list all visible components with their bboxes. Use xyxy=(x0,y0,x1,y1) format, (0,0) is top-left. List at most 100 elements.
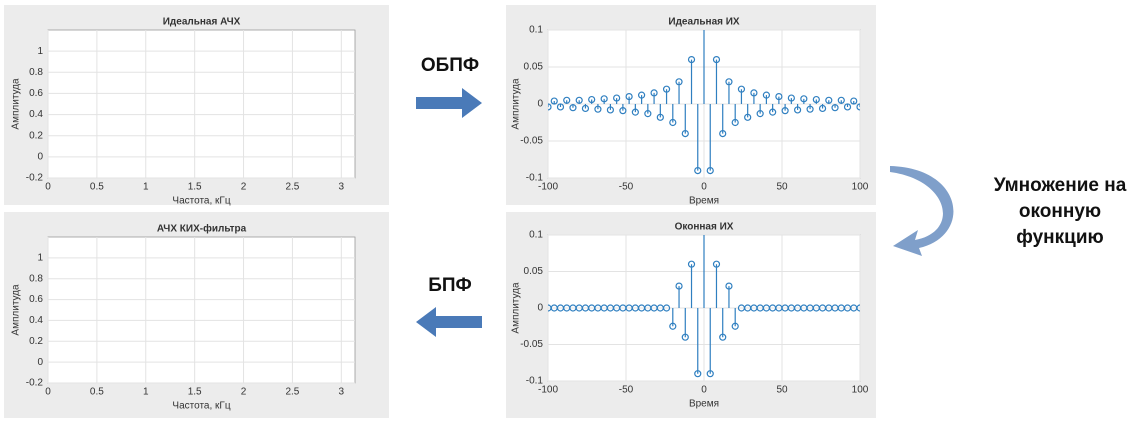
label-multiply: функцию xyxy=(1016,227,1104,248)
x-tick-label: 0 xyxy=(45,182,51,193)
stem xyxy=(706,104,714,175)
y-tick-label: 0 xyxy=(537,99,543,110)
y-tick-label: 0 xyxy=(537,303,543,314)
stem xyxy=(731,308,739,330)
stem xyxy=(687,260,696,308)
x-axis-label: Частота, кГц xyxy=(172,196,230,207)
y-tick-label: 0.05 xyxy=(524,266,544,277)
stem xyxy=(731,104,739,127)
stem xyxy=(675,282,683,308)
stem xyxy=(594,104,602,113)
stem xyxy=(837,96,845,104)
x-tick-label: 0 xyxy=(701,385,707,396)
stem xyxy=(856,304,860,312)
stem xyxy=(843,103,852,111)
stem xyxy=(644,104,652,118)
stem xyxy=(588,96,596,104)
stem xyxy=(631,104,639,116)
x-tick-label: 50 xyxy=(776,385,788,396)
stem xyxy=(694,308,702,378)
stem xyxy=(850,97,858,105)
x-tick-label: 2.5 xyxy=(285,387,299,398)
y-axis-label: Амплитуда xyxy=(511,78,522,130)
stem xyxy=(613,94,621,104)
y-tick-label: 0.6 xyxy=(29,88,43,99)
chart-title: Идеальная ИХ xyxy=(668,17,740,28)
stem xyxy=(769,104,777,116)
x-tick-label: 1 xyxy=(143,387,149,398)
chart: -0.200.20.40.60.810 0.5 1 1.5 2 2.5 3Идеальная… xyxy=(11,17,356,207)
stem xyxy=(775,93,783,104)
stem xyxy=(687,56,696,104)
x-tick-label: -50 xyxy=(619,182,634,193)
arrow-curved xyxy=(890,166,954,256)
y-tick-label: 0.4 xyxy=(29,109,43,120)
stem xyxy=(625,93,633,104)
chart-title: Оконная ИХ xyxy=(675,222,734,233)
y-tick-label: -0.2 xyxy=(26,173,44,184)
stem xyxy=(569,104,577,112)
stem xyxy=(719,104,727,138)
x-tick-label: 2.5 xyxy=(285,182,299,193)
x-tick-label: 2 xyxy=(241,387,247,398)
stem xyxy=(725,282,733,308)
label-backward: БПФ xyxy=(428,275,472,296)
y-tick-label: 1 xyxy=(37,252,43,263)
stem xyxy=(787,94,795,104)
stem xyxy=(556,103,565,111)
chart-title: Идеальная АЧХ xyxy=(163,17,241,28)
stem xyxy=(638,91,646,104)
y-tick-label: 0.1 xyxy=(529,25,543,36)
y-tick-label: 0 xyxy=(37,151,43,162)
stem xyxy=(812,96,820,104)
stem xyxy=(669,308,677,330)
stem xyxy=(712,56,721,104)
y-tick-label: 0.4 xyxy=(29,315,43,326)
y-axis-label: Амплитуда xyxy=(11,78,22,130)
x-tick-label: 3 xyxy=(339,387,345,398)
chart: -0.1 -0.05 0 0.05 0.1 -100 -50 0 50 100 Идеальная … xyxy=(511,17,869,207)
x-tick-label: 2 xyxy=(241,182,247,193)
y-tick-label: -0.2 xyxy=(26,378,44,389)
y-tick-label: 0.1 xyxy=(529,230,543,241)
stem xyxy=(662,85,671,104)
stem xyxy=(675,78,683,104)
chart: -0.1 -0.05 0 0.05 0.1 -100 -50 0 50 100 Оконная ИХ… xyxy=(511,222,869,410)
stem xyxy=(719,308,727,341)
y-axis-label: Амплитуда xyxy=(511,282,522,334)
stem xyxy=(650,89,658,104)
stem xyxy=(744,104,752,121)
stem xyxy=(712,260,721,308)
stem xyxy=(600,95,608,104)
y-tick-label: -0.1 xyxy=(526,376,544,387)
x-tick-label: 1 xyxy=(143,182,149,193)
label-multiply: оконную xyxy=(1019,201,1101,222)
y-tick-label: 0 xyxy=(37,357,43,368)
x-tick-label: -100 xyxy=(538,182,558,193)
x-tick-label: 100 xyxy=(852,385,869,396)
stem xyxy=(750,89,758,104)
x-tick-label: 1.5 xyxy=(188,387,202,398)
y-axis-label: Амплитуда xyxy=(11,284,22,336)
stem xyxy=(703,30,705,104)
stem xyxy=(703,235,705,308)
label-forward: ОБПФ xyxy=(421,55,479,76)
stem xyxy=(737,85,746,104)
y-tick-label: 0.8 xyxy=(29,273,43,284)
y-tick-label: 0.05 xyxy=(524,62,544,73)
x-tick-label: 0.5 xyxy=(90,387,104,398)
stem xyxy=(681,308,689,341)
stem xyxy=(694,104,702,175)
y-tick-label: 0.8 xyxy=(29,67,43,78)
x-tick-label: 100 xyxy=(852,182,869,193)
stem xyxy=(831,104,839,112)
stem xyxy=(656,104,664,121)
plot-area xyxy=(47,29,356,179)
y-tick-label: -0.05 xyxy=(520,136,543,147)
x-axis-label: Время xyxy=(689,399,719,410)
stem xyxy=(548,103,552,111)
y-tick-label: 0.2 xyxy=(29,130,43,141)
stem xyxy=(800,95,808,104)
